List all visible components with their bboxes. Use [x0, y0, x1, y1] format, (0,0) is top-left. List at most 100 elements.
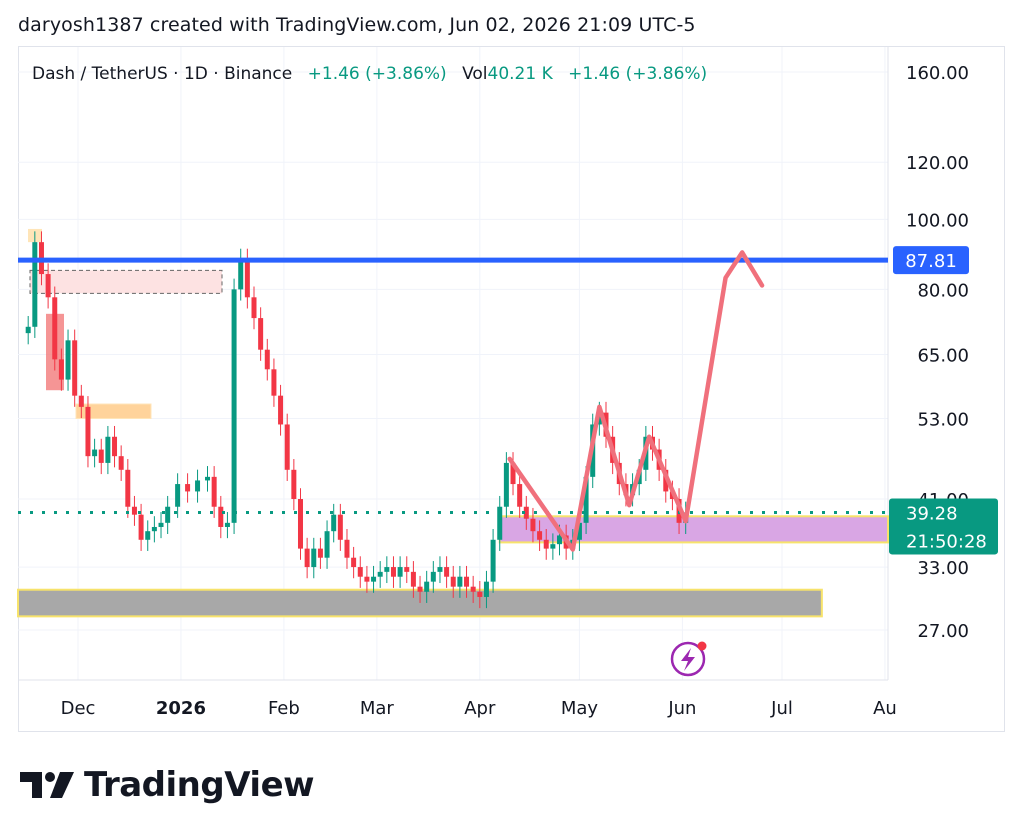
candle-body[interactable]	[98, 449, 104, 463]
candle-body[interactable]	[185, 484, 191, 492]
resistance-price-tag-text: 87.81	[905, 251, 957, 272]
candle-body[interactable]	[390, 567, 396, 577]
candle-body[interactable]	[351, 557, 357, 568]
candle-body[interactable]	[175, 484, 181, 507]
candle-body[interactable]	[65, 340, 71, 380]
candle-body[interactable]	[231, 289, 237, 523]
candle-body[interactable]	[404, 567, 410, 572]
candle-body[interactable]	[72, 340, 78, 396]
candle-body[interactable]	[165, 506, 171, 523]
candle-body[interactable]	[264, 349, 270, 370]
candle-body[interactable]	[377, 571, 383, 577]
x-axis-tick-label: May	[561, 698, 599, 719]
candle-body[interactable]	[437, 567, 443, 572]
candle-body[interactable]	[317, 548, 323, 558]
candle-body[interactable]	[331, 514, 337, 532]
candle-body[interactable]	[238, 259, 244, 290]
y-axis-tick-label: 33.00	[917, 558, 969, 579]
candle-body[interactable]	[457, 576, 463, 587]
candle-body[interactable]	[583, 476, 589, 523]
candle-body[interactable]	[224, 522, 230, 527]
candle-body[interactable]	[291, 469, 297, 499]
tradingview-logo-icon	[20, 772, 74, 798]
candle-body[interactable]	[324, 531, 330, 558]
candle-body[interactable]	[131, 506, 137, 515]
candle-body[interactable]	[424, 581, 430, 592]
candle-body[interactable]	[105, 436, 111, 463]
candle-body[interactable]	[557, 535, 563, 545]
candle-body[interactable]	[138, 514, 144, 540]
candle-body[interactable]	[211, 476, 217, 507]
candle-body[interactable]	[145, 531, 151, 540]
candle-body[interactable]	[537, 531, 543, 540]
candle-body[interactable]	[576, 522, 582, 540]
candle-body[interactable]	[410, 571, 416, 587]
candle-body[interactable]	[450, 576, 456, 587]
candle-body[interactable]	[78, 395, 84, 407]
candle-body[interactable]	[45, 274, 51, 298]
candle-body[interactable]	[384, 567, 390, 572]
candle-body[interactable]	[543, 539, 549, 549]
candle-body[interactable]	[158, 522, 164, 527]
candle-body[interactable]	[503, 462, 509, 507]
candle-body[interactable]	[284, 424, 290, 470]
candle-body[interactable]	[417, 586, 423, 592]
candle-body[interactable]	[397, 567, 403, 577]
tradingview-logo-text: TradingView	[84, 765, 315, 805]
candle-body[interactable]	[244, 259, 250, 298]
candle-body[interactable]	[125, 469, 131, 507]
candle-body[interactable]	[530, 518, 536, 532]
last-price-tag[interactable]	[889, 498, 998, 555]
candle-body[interactable]	[517, 484, 523, 507]
candle-body[interactable]	[430, 571, 436, 582]
candle-body[interactable]	[344, 539, 350, 558]
x-axis-tick-label: Mar	[360, 698, 395, 719]
candle-body[interactable]	[112, 436, 118, 457]
candle-body[interactable]	[195, 480, 201, 492]
projection-path[interactable]	[507, 250, 765, 552]
candle-body[interactable]	[251, 297, 257, 319]
x-axis-tick-label: Dec	[61, 698, 96, 719]
candle-body[interactable]	[218, 506, 224, 527]
candle-body[interactable]	[311, 548, 317, 568]
candle-body[interactable]	[371, 576, 377, 582]
candle-body[interactable]	[32, 242, 38, 327]
symbol-title[interactable]: Dash / TetherUS · 1D · Binance	[32, 64, 293, 84]
candle-body[interactable]	[464, 576, 470, 587]
price-change: +1.46 (+3.86%)	[307, 64, 447, 84]
candle-body[interactable]	[490, 539, 496, 582]
candle-body[interactable]	[58, 359, 64, 380]
candle-body[interactable]	[205, 476, 211, 481]
candle-body[interactable]	[151, 526, 157, 532]
y-axis-tick-label: 120.00	[906, 153, 969, 174]
order-block-orange[interactable]	[75, 403, 152, 419]
candle-body[interactable]	[364, 576, 370, 582]
candle-body[interactable]	[118, 456, 124, 470]
candle-body[interactable]	[258, 318, 264, 350]
candle-body[interactable]	[25, 326, 31, 334]
candle-body[interactable]	[523, 506, 529, 519]
candle-body[interactable]	[510, 462, 516, 485]
candle-body[interactable]	[278, 395, 284, 425]
candle-body[interactable]	[92, 449, 98, 457]
candle-body[interactable]	[444, 567, 450, 577]
order-block-red[interactable]	[29, 269, 223, 294]
x-axis-tick-label: Au	[873, 698, 897, 719]
candle-body[interactable]	[304, 548, 310, 568]
x-axis-tick-label: 2026	[156, 698, 206, 719]
chart-frame	[18, 46, 1005, 732]
candle-body[interactable]	[337, 514, 343, 540]
candle-body[interactable]	[52, 297, 58, 360]
candle-body[interactable]	[297, 498, 303, 549]
candle-body[interactable]	[85, 406, 91, 457]
candle-body[interactable]	[477, 591, 483, 597]
candle-body[interactable]	[497, 506, 503, 540]
resistance-price-tag[interactable]	[893, 246, 969, 275]
candle-body[interactable]	[357, 567, 363, 577]
candle-body[interactable]	[550, 544, 556, 549]
y-axis-tick-label: 27.00	[917, 621, 969, 642]
candle-body[interactable]	[483, 581, 489, 597]
candle-body[interactable]	[470, 586, 476, 592]
candle-body[interactable]	[271, 369, 277, 396]
